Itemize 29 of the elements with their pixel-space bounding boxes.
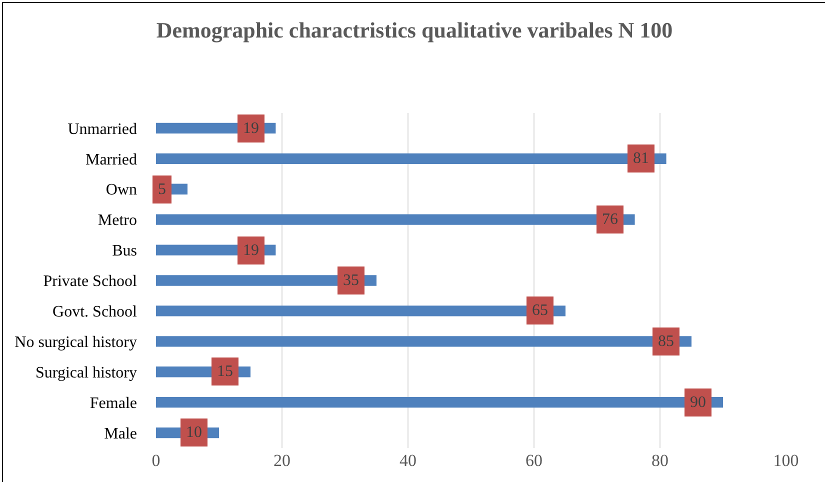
y-tick-label: Female (90, 394, 137, 412)
data-label: 19 (243, 242, 259, 259)
x-tick-label: 40 (400, 451, 416, 470)
data-label: 19 (243, 120, 259, 137)
data-label: 76 (602, 211, 618, 228)
data-label: 35 (343, 272, 359, 289)
x-tick-label: 60 (526, 451, 542, 470)
data-label: 10 (186, 424, 202, 441)
y-tick-label: Govt. School (52, 304, 138, 321)
y-tick-label: Metro (98, 212, 137, 230)
x-tick-label: 80 (652, 451, 668, 470)
data-label: 15 (217, 363, 233, 380)
y-tick-label: Unmarried (68, 120, 137, 138)
data-label: 81 (633, 150, 649, 167)
y-tick-label: Married (85, 151, 137, 168)
y-tick-label: Own (106, 182, 137, 199)
y-tick-label: Male (104, 425, 137, 442)
x-tick-label: 0 (152, 451, 160, 470)
x-tick-label: 100 (773, 451, 799, 470)
x-tick-label: 20 (274, 451, 290, 470)
y-tick-label: Private School (43, 273, 138, 290)
chart-title: Demographic charactristics qualitative varibales N 100 (156, 18, 673, 43)
data-label: 65 (532, 302, 548, 319)
y-tick-label: Surgical history (36, 364, 137, 382)
y-tick-label: No surgical history (14, 334, 137, 352)
data-label: 90 (690, 394, 706, 411)
data-label: 85 (658, 333, 674, 350)
data-label: 5 (158, 181, 166, 198)
y-tick-label: Bus (112, 242, 137, 260)
